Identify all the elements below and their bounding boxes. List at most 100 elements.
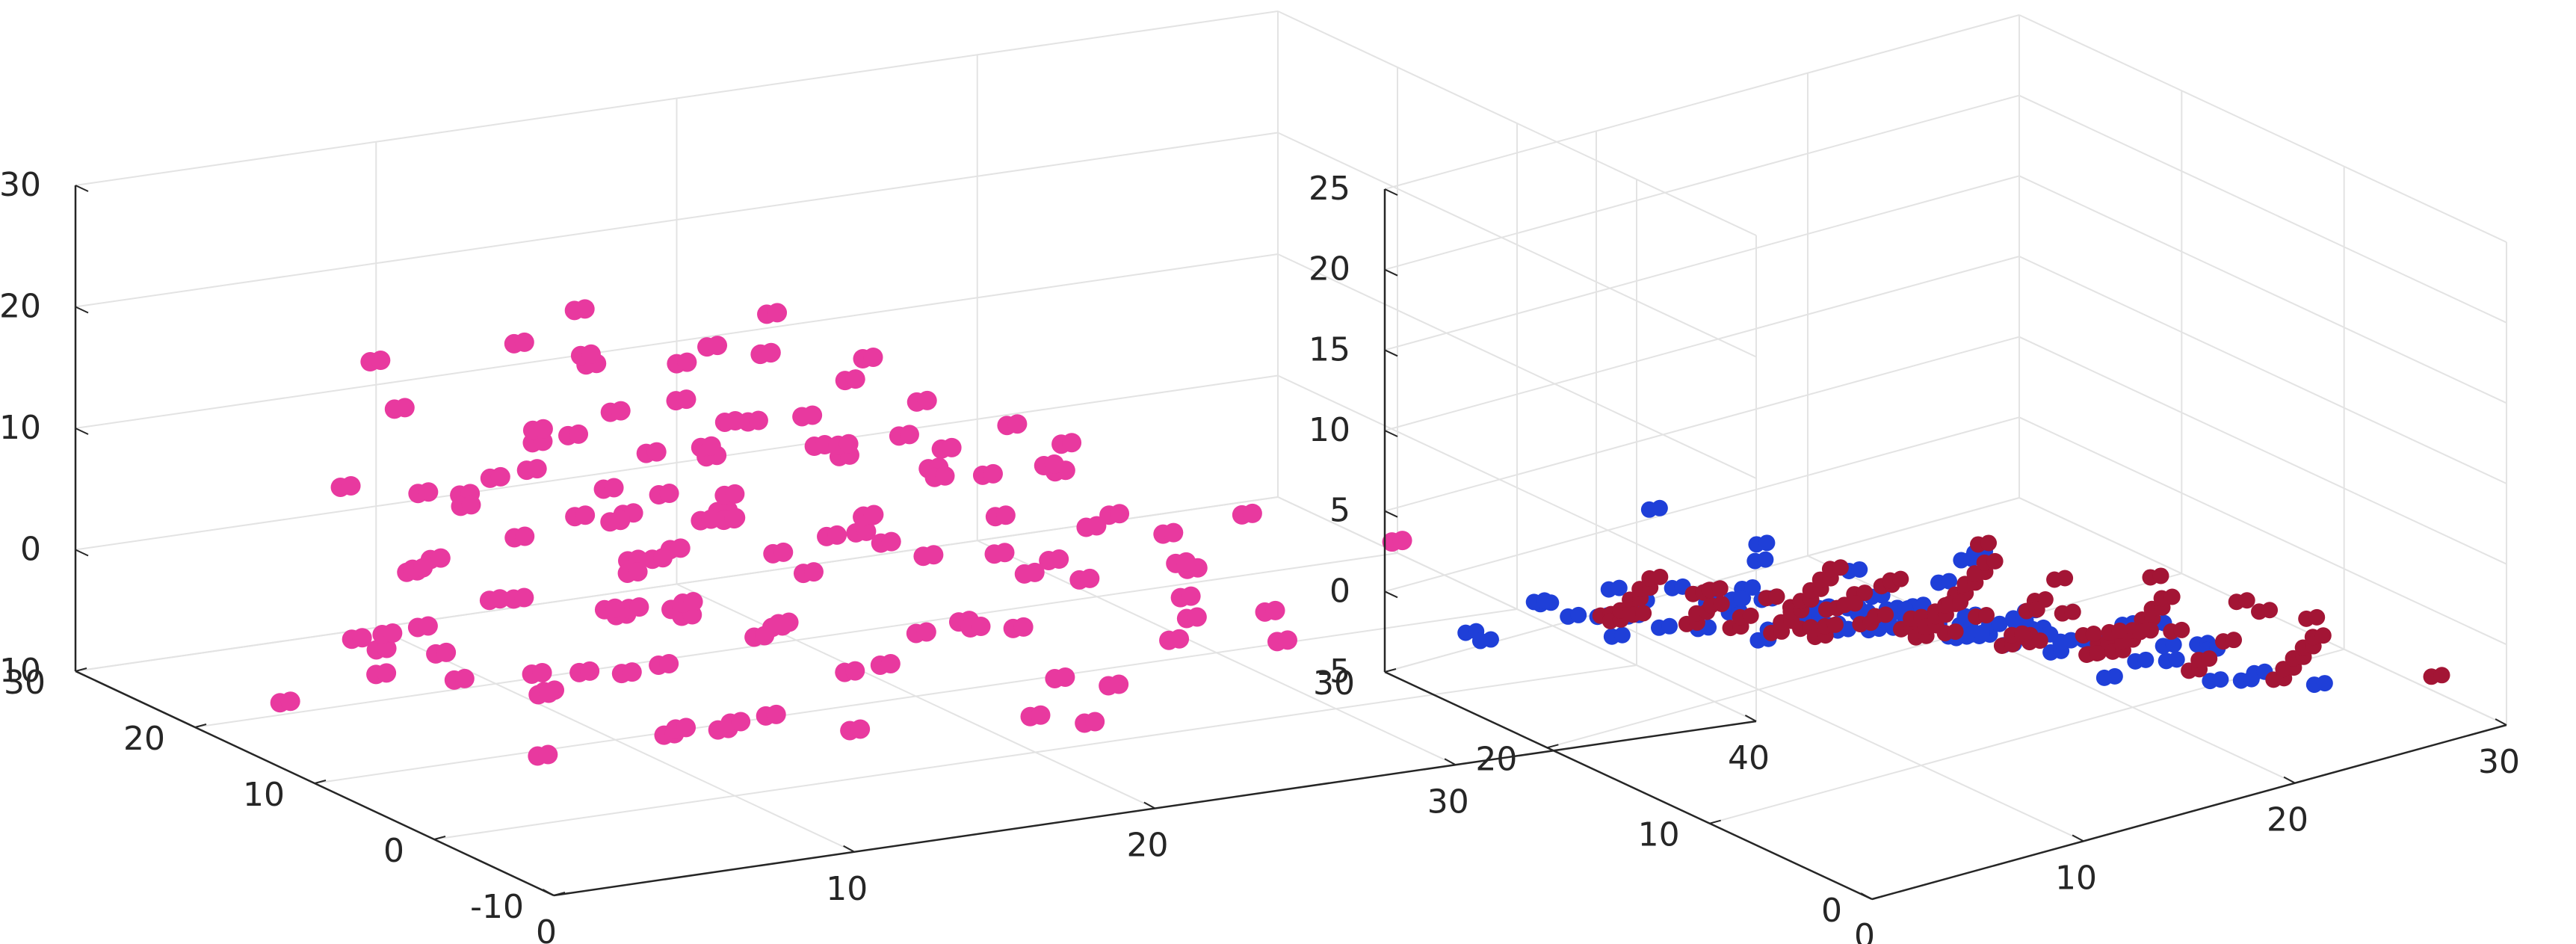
data-point xyxy=(697,336,728,357)
x-tick xyxy=(1444,758,1457,766)
data-point xyxy=(1625,605,1652,623)
data-point xyxy=(1034,454,1064,475)
data-point xyxy=(1640,499,1668,518)
z-tick-label: 10 xyxy=(0,409,41,447)
data-point xyxy=(792,405,823,427)
data-point xyxy=(1176,607,1207,629)
y-tick xyxy=(1709,819,1721,824)
data-point xyxy=(817,525,847,546)
data-point xyxy=(1970,534,1997,553)
data-point xyxy=(1882,570,1909,589)
data-point xyxy=(594,598,625,620)
data-point xyxy=(600,401,631,422)
data-point xyxy=(2004,625,2031,644)
data-point xyxy=(1942,593,1969,612)
data-point xyxy=(366,663,397,685)
x-tick xyxy=(843,845,855,853)
gridline xyxy=(433,664,1637,840)
gridline xyxy=(1384,336,2020,512)
data-point xyxy=(1014,562,1045,584)
y-tick-label: 0 xyxy=(383,832,404,870)
data-point xyxy=(1930,573,1957,591)
data-point xyxy=(835,369,865,391)
data-point xyxy=(870,653,901,675)
data-point xyxy=(2018,601,2045,620)
data-point xyxy=(1382,531,1412,552)
z-tick-label: 25 xyxy=(1309,170,1350,208)
data-point xyxy=(1746,551,1774,570)
data-point xyxy=(691,436,721,457)
data-point xyxy=(1255,600,1285,622)
data-point xyxy=(744,626,775,647)
y-tick xyxy=(1871,895,1884,900)
data-point xyxy=(480,466,510,488)
data-point xyxy=(600,510,631,532)
data-point xyxy=(757,303,788,324)
z-tick xyxy=(75,428,89,435)
data-point xyxy=(828,434,859,455)
data-point xyxy=(570,344,601,365)
data-point xyxy=(666,718,696,739)
data-point xyxy=(2101,622,2128,641)
data-point xyxy=(522,662,552,684)
data-point xyxy=(2095,667,2123,686)
data-point xyxy=(516,459,547,481)
gridline xyxy=(314,608,1518,784)
z-tick xyxy=(75,306,89,314)
data-point xyxy=(451,495,481,516)
x-tick xyxy=(1860,892,1873,900)
data-point xyxy=(558,424,589,445)
x-axis-line xyxy=(1871,724,2507,901)
x-tick xyxy=(2495,718,2507,726)
data-point xyxy=(642,548,673,570)
data-point xyxy=(666,389,696,411)
y-tick-label: 0 xyxy=(1821,892,1842,930)
data-point xyxy=(504,526,535,548)
gridline xyxy=(1384,94,2020,271)
z-tick-label: 20 xyxy=(1309,250,1350,289)
y-tick-label: 30 xyxy=(1313,664,1355,703)
data-point xyxy=(906,622,936,644)
data-point xyxy=(522,419,553,440)
data-point xyxy=(1099,674,1129,696)
data-point xyxy=(649,653,679,675)
z-tick-label: 20 xyxy=(0,288,41,326)
data-point xyxy=(444,668,475,690)
data-point xyxy=(593,478,624,499)
z-tick xyxy=(1384,188,1398,196)
z-tick-label: 0 xyxy=(20,531,41,569)
data-point xyxy=(1159,629,1190,650)
y-tick xyxy=(553,892,566,896)
data-point xyxy=(720,712,751,733)
data-point xyxy=(1976,552,2004,571)
x-tick xyxy=(2283,776,2296,784)
data-point xyxy=(1816,616,1844,635)
data-point xyxy=(611,662,642,684)
data-point xyxy=(1525,592,1553,611)
data-point xyxy=(840,719,871,741)
data-point xyxy=(479,589,510,611)
data-point xyxy=(1702,596,1730,614)
gridline xyxy=(1277,132,1757,358)
data-point xyxy=(569,661,600,682)
data-point xyxy=(2251,602,2279,620)
x-tick xyxy=(542,889,555,896)
data-point xyxy=(714,484,745,505)
data-point xyxy=(2155,636,2182,655)
data-point xyxy=(2228,592,2255,611)
y-tick xyxy=(194,724,207,728)
z-tick xyxy=(1384,430,1398,437)
x-tick xyxy=(1143,801,1155,809)
z-tick-label: 0 xyxy=(1329,572,1350,610)
data-point xyxy=(1603,626,1631,645)
data-point xyxy=(1962,624,1990,643)
data-point xyxy=(565,505,596,527)
x-tick-label: 10 xyxy=(2055,859,2097,897)
data-point xyxy=(408,482,439,504)
data-point xyxy=(2131,622,2159,641)
data-point xyxy=(504,587,534,609)
data-point xyxy=(1641,568,1669,587)
data-point xyxy=(913,545,944,567)
y-tick-label: 20 xyxy=(123,720,165,758)
data-point xyxy=(649,484,679,505)
